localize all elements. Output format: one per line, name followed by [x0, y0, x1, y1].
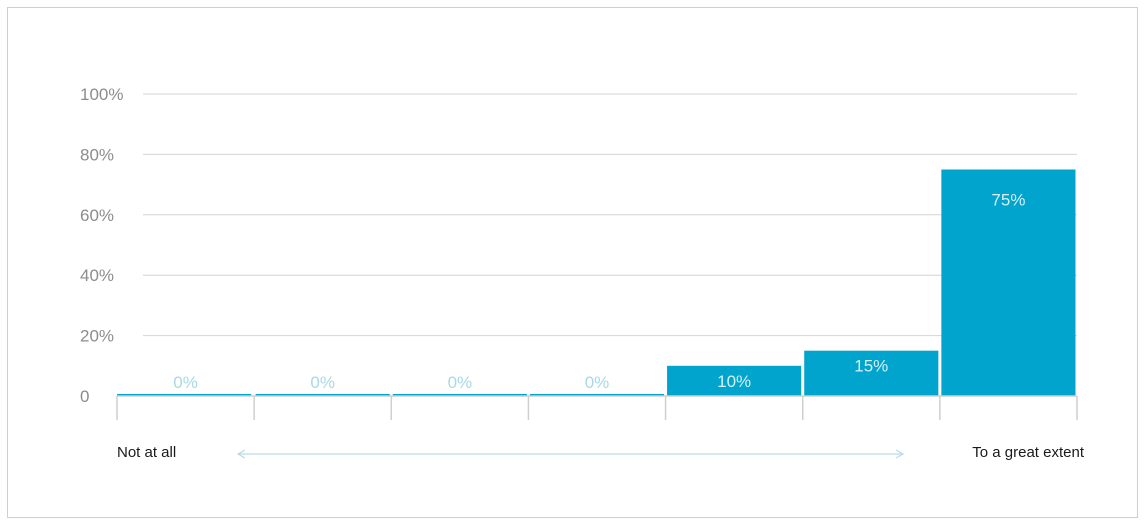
- data-label: 0%: [310, 373, 335, 392]
- y-tick-label: 40%: [80, 266, 114, 285]
- y-tick-label: 20%: [80, 327, 114, 346]
- bars: [117, 169, 1076, 396]
- bar: [941, 169, 1076, 396]
- y-tick-label: 0: [80, 387, 89, 406]
- scale-arrow-left-head: [236, 449, 246, 459]
- data-label: 75%: [991, 191, 1025, 210]
- bar: [392, 394, 527, 396]
- x-axis: [116, 395, 1078, 420]
- data-label: 0%: [448, 373, 473, 392]
- bar: [117, 394, 252, 396]
- gridlines: [143, 93, 1077, 337]
- bar: [804, 350, 939, 396]
- scale-anchor-right: To a great extent: [972, 444, 1085, 461]
- data-label: 10%: [717, 372, 751, 391]
- rating-scale: Not at all To a great extent: [117, 444, 1085, 461]
- y-tick-label: 80%: [80, 145, 114, 164]
- bar: [529, 394, 665, 396]
- data-labels: 0% 0% 0% 0% 10% 15% 75%: [173, 191, 1025, 393]
- data-label: 0%: [585, 373, 610, 392]
- bar: [667, 365, 802, 396]
- y-axis-tick-labels: 0 20% 40% 60% 80% 100%: [80, 85, 123, 406]
- data-label: 0%: [173, 373, 198, 392]
- bar: [255, 394, 390, 396]
- scale-arrow-right-head: [895, 449, 905, 459]
- y-tick-label: 60%: [80, 206, 114, 225]
- data-label: 15%: [854, 357, 888, 376]
- scale-anchor-left: Not at all: [117, 444, 176, 461]
- y-tick-label: 100%: [80, 85, 123, 104]
